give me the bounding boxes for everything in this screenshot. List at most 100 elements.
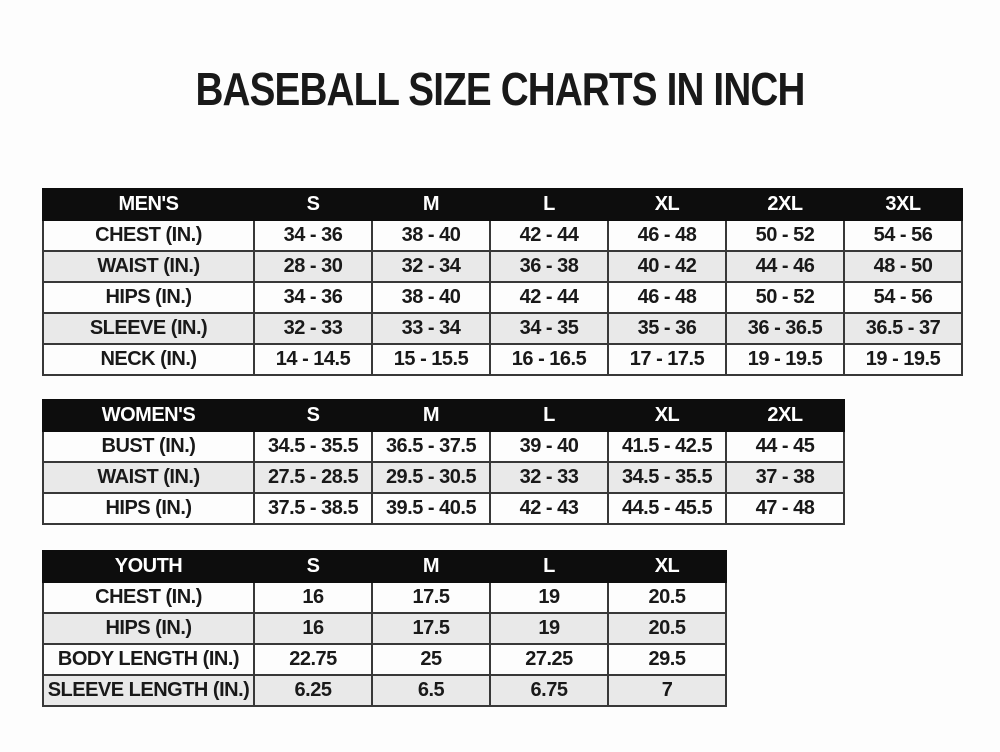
measurement-label-cell: BODY LENGTH (IN.): [42, 643, 255, 676]
value-cell: 38 - 40: [371, 219, 491, 252]
table-row: WAIST (IN.) 27.5 - 28.5 29.5 - 30.5 32 - 33…: [42, 461, 845, 494]
table-row: SLEEVE (IN.) 32 - 33 33 - 34 34 - 35 35 - 36…: [42, 312, 963, 345]
value-cell: 36.5 - 37.5: [371, 430, 491, 463]
size-header-cell: L: [489, 550, 609, 583]
value-cell: 44 - 46: [725, 250, 845, 283]
mens-size-table: MEN'S S M L XL 2XL 3XL CHEST (IN.) 34 - 36 38 - 4…: [42, 188, 963, 376]
value-cell: 27.25: [489, 643, 609, 676]
value-cell: 6.5: [371, 674, 491, 707]
value-cell: 36 - 36.5: [725, 312, 845, 345]
measurement-label-cell: WAIST (IN.): [42, 461, 255, 494]
table-title-cell: WOMEN'S: [42, 399, 255, 432]
table-row: SLEEVE LENGTH (IN.) 6.25 6.5 6.75 7: [42, 674, 727, 707]
value-cell: 42 - 44: [489, 281, 609, 314]
value-cell: 36.5 - 37: [843, 312, 963, 345]
value-cell: 37.5 - 38.5: [253, 492, 373, 525]
value-cell: 34.5 - 35.5: [607, 461, 727, 494]
value-cell: 20.5: [607, 612, 727, 645]
measurement-label-cell: HIPS (IN.): [42, 492, 255, 525]
size-header-cell: S: [253, 550, 373, 583]
value-cell: 19: [489, 612, 609, 645]
size-header-cell: S: [253, 188, 373, 221]
measurement-label-cell: NECK (IN.): [42, 343, 255, 376]
header-row: MEN'S S M L XL 2XL 3XL: [42, 188, 963, 221]
table-title-cell: MEN'S: [42, 188, 255, 221]
size-header-cell: XL: [607, 399, 727, 432]
value-cell: 17.5: [371, 581, 491, 614]
value-cell: 36 - 38: [489, 250, 609, 283]
value-cell: 29.5 - 30.5: [371, 461, 491, 494]
measurement-label-cell: HIPS (IN.): [42, 281, 255, 314]
value-cell: 20.5: [607, 581, 727, 614]
value-cell: 32 - 33: [489, 461, 609, 494]
size-header-cell: M: [371, 550, 491, 583]
value-cell: 34 - 36: [253, 219, 373, 252]
value-cell: 39 - 40: [489, 430, 609, 463]
measurement-label-cell: BUST (IN.): [42, 430, 255, 463]
value-cell: 19 - 19.5: [725, 343, 845, 376]
youth-size-table: YOUTH S M L XL CHEST (IN.) 16 17.5 19 20.5 HIPS (I…: [42, 550, 727, 707]
table-row: NECK (IN.) 14 - 14.5 15 - 15.5 16 - 16.5 17 …: [42, 343, 963, 376]
table-row: HIPS (IN.) 37.5 - 38.5 39.5 - 40.5 42 - 43 4…: [42, 492, 845, 525]
value-cell: 48 - 50: [843, 250, 963, 283]
value-cell: 42 - 43: [489, 492, 609, 525]
value-cell: 7: [607, 674, 727, 707]
measurement-label-cell: WAIST (IN.): [42, 250, 255, 283]
table-title-cell: YOUTH: [42, 550, 255, 583]
value-cell: 17 - 17.5: [607, 343, 727, 376]
value-cell: 46 - 48: [607, 219, 727, 252]
value-cell: 38 - 40: [371, 281, 491, 314]
value-cell: 41.5 - 42.5: [607, 430, 727, 463]
value-cell: 44.5 - 45.5: [607, 492, 727, 525]
size-header-cell: S: [253, 399, 373, 432]
size-header-cell: 3XL: [843, 188, 963, 221]
value-cell: 14 - 14.5: [253, 343, 373, 376]
value-cell: 6.25: [253, 674, 373, 707]
size-header-cell: L: [489, 188, 609, 221]
value-cell: 29.5: [607, 643, 727, 676]
size-header-cell: M: [371, 188, 491, 221]
value-cell: 39.5 - 40.5: [371, 492, 491, 525]
value-cell: 47 - 48: [725, 492, 845, 525]
value-cell: 32 - 33: [253, 312, 373, 345]
table-row: HIPS (IN.) 16 17.5 19 20.5: [42, 612, 727, 645]
size-header-cell: XL: [607, 550, 727, 583]
measurement-label-cell: CHEST (IN.): [42, 581, 255, 614]
size-header-cell: L: [489, 399, 609, 432]
value-cell: 54 - 56: [843, 219, 963, 252]
measurement-label-cell: HIPS (IN.): [42, 612, 255, 645]
table-row: CHEST (IN.) 34 - 36 38 - 40 42 - 44 46 - 48 5…: [42, 219, 963, 252]
value-cell: 25: [371, 643, 491, 676]
value-cell: 34 - 35: [489, 312, 609, 345]
value-cell: 33 - 34: [371, 312, 491, 345]
value-cell: 54 - 56: [843, 281, 963, 314]
value-cell: 37 - 38: [725, 461, 845, 494]
value-cell: 44 - 45: [725, 430, 845, 463]
value-cell: 15 - 15.5: [371, 343, 491, 376]
size-header-cell: XL: [607, 188, 727, 221]
value-cell: 34.5 - 35.5: [253, 430, 373, 463]
header-row: YOUTH S M L XL: [42, 550, 727, 583]
value-cell: 50 - 52: [725, 219, 845, 252]
table-row: WAIST (IN.) 28 - 30 32 - 34 36 - 38 40 - 42 4…: [42, 250, 963, 283]
measurement-label-cell: SLEEVE LENGTH (IN.): [42, 674, 255, 707]
value-cell: 17.5: [371, 612, 491, 645]
header-row: WOMEN'S S M L XL 2XL: [42, 399, 845, 432]
measurement-label-cell: SLEEVE (IN.): [42, 312, 255, 345]
table-row: HIPS (IN.) 34 - 36 38 - 40 42 - 44 46 - 48 50…: [42, 281, 963, 314]
table-row: BODY LENGTH (IN.) 22.75 25 27.25 29.5: [42, 643, 727, 676]
value-cell: 22.75: [253, 643, 373, 676]
size-header-cell: M: [371, 399, 491, 432]
value-cell: 27.5 - 28.5: [253, 461, 373, 494]
value-cell: 16: [253, 581, 373, 614]
table-row: CHEST (IN.) 16 17.5 19 20.5: [42, 581, 727, 614]
value-cell: 40 - 42: [607, 250, 727, 283]
value-cell: 19: [489, 581, 609, 614]
value-cell: 19 - 19.5: [843, 343, 963, 376]
value-cell: 50 - 52: [725, 281, 845, 314]
value-cell: 34 - 36: [253, 281, 373, 314]
value-cell: 35 - 36: [607, 312, 727, 345]
value-cell: 6.75: [489, 674, 609, 707]
table-row: BUST (IN.) 34.5 - 35.5 36.5 - 37.5 39 - 40 4…: [42, 430, 845, 463]
